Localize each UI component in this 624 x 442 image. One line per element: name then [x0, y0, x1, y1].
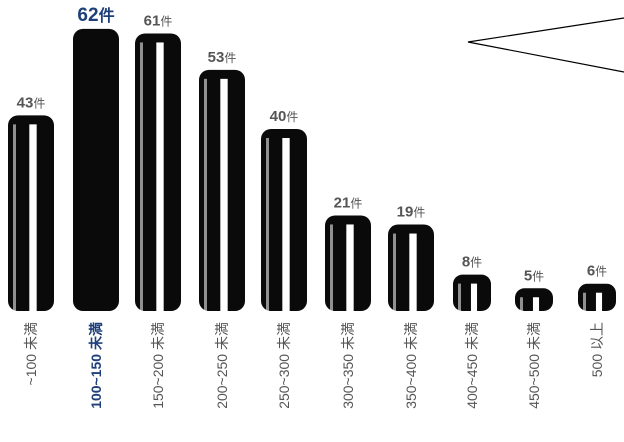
bar-highlight: [220, 78, 228, 311]
bar-edge-highlight: [266, 138, 269, 311]
bar-1: [8, 115, 54, 311]
bar-highlight: [532, 297, 540, 311]
value-unit: 件: [470, 256, 482, 270]
bar-highlight: [29, 124, 37, 311]
bar-edge-highlight: [140, 42, 143, 311]
category-label: 100~150 未満: [88, 322, 104, 409]
bar-highlight: [409, 233, 417, 311]
value-unit: 件: [350, 196, 362, 210]
value-label: 61件: [144, 12, 173, 29]
value-unit: 件: [413, 206, 425, 220]
value-unit: 件: [532, 269, 544, 283]
category-label: 150~200 未満: [150, 322, 166, 409]
value-label: 21件: [334, 194, 363, 211]
bar-edge-highlight: [520, 297, 523, 311]
value-label: 43件: [17, 94, 46, 111]
bar-highlight: [156, 42, 164, 311]
bar-highlight: [346, 224, 354, 311]
value-label: 5件: [524, 267, 544, 284]
bar-7: [388, 224, 434, 311]
callout-shape: [467, 17, 624, 73]
bar-8: [453, 274, 491, 311]
category-label: 250~300 未満: [276, 322, 292, 409]
value-unit: 件: [160, 14, 172, 28]
category-label: ~100 未満: [23, 322, 39, 385]
category-label: 300~350 未満: [340, 322, 356, 409]
value-unit: 件: [286, 110, 298, 124]
category-label: 400~450 未満: [464, 322, 480, 409]
value-unit: 件: [224, 51, 236, 65]
bar-edge-highlight: [458, 283, 461, 311]
category-label: 450~500 未満: [526, 322, 542, 409]
bar-body: [73, 28, 119, 312]
bar-9: [515, 288, 553, 311]
value-label: 8件: [462, 254, 482, 271]
bar-5: [261, 129, 307, 311]
category-label: 350~400 未満: [403, 322, 419, 409]
value-label: 40件: [270, 108, 299, 125]
bar-edge-highlight: [204, 78, 207, 311]
value-unit: 件: [99, 6, 115, 25]
value-number: 21: [334, 194, 351, 211]
bars-layer: [8, 28, 616, 312]
value-number: 6: [587, 263, 595, 280]
category-label: 200~250 未満: [214, 322, 230, 409]
value-number: 8: [462, 254, 470, 271]
value-number: 62: [77, 5, 98, 26]
bar-edge-highlight: [330, 224, 333, 311]
value-number: 40: [270, 108, 287, 125]
value-unit: 件: [595, 265, 607, 279]
value-number: 5: [524, 267, 532, 284]
value-number: 19: [397, 204, 414, 221]
bar-edge-highlight: [13, 124, 16, 311]
bar-edge-highlight: [583, 292, 586, 311]
bar-edge-highlight: [393, 233, 396, 311]
x-axis-labels: ~100 未満 100~150 未満 150~200 未満 200~250 未満 250…: [23, 322, 605, 409]
bar-6: [325, 215, 371, 311]
bar-2: [73, 28, 119, 312]
bar-highlight: [470, 283, 478, 311]
bar-3: [135, 33, 181, 311]
value-number: 61: [144, 12, 161, 29]
callout-layer: [467, 17, 624, 73]
value-number: 53: [208, 49, 225, 66]
bar-highlight: [282, 138, 290, 311]
value-label: 53件: [208, 49, 237, 66]
bar-highlight: [595, 292, 603, 311]
value-unit: 件: [33, 96, 45, 110]
value-number: 43: [17, 94, 34, 111]
category-label: 500 以上: [589, 322, 605, 377]
bar-10: [578, 283, 616, 311]
bar-4: [199, 69, 245, 311]
value-label: 6件: [587, 263, 607, 280]
value-label: 19件: [397, 204, 426, 221]
value-label: 62件: [77, 5, 114, 26]
